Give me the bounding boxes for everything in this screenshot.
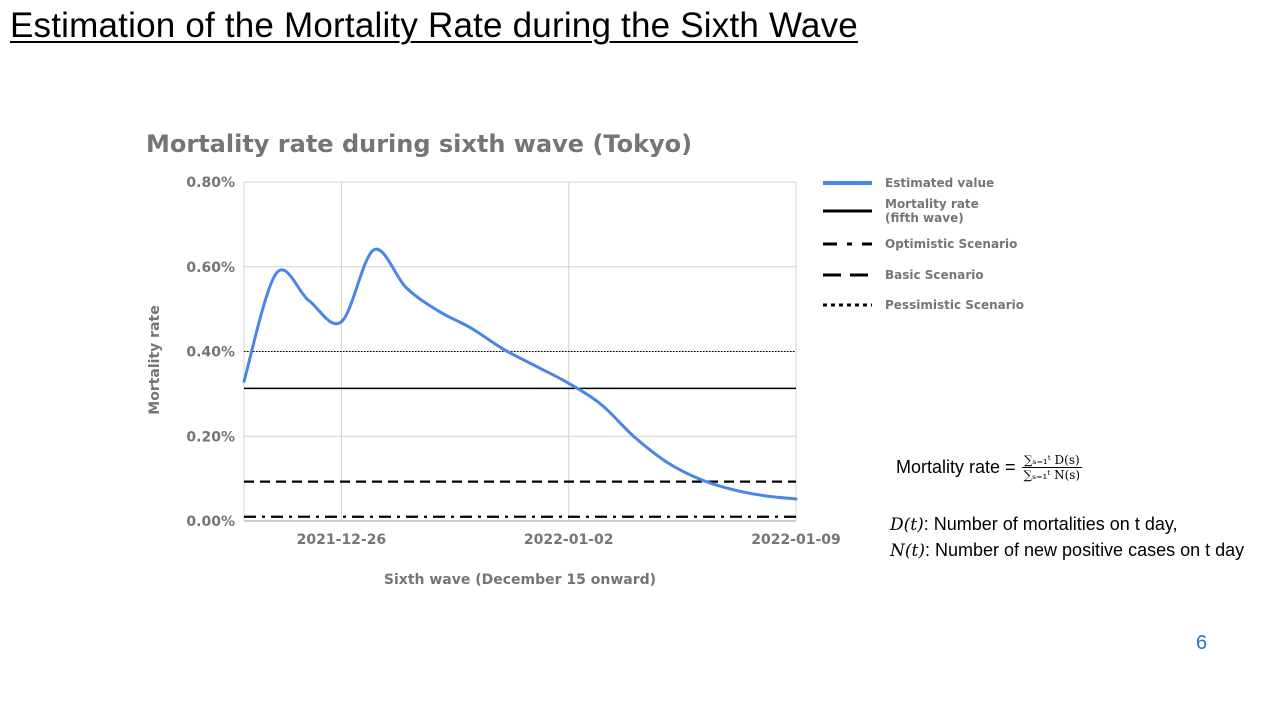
y-tick-label: 0.00% [186,514,235,530]
y-tick-label: 0.40% [186,345,235,361]
variable-definitions: D(t): Number of mortalities on t day, N(… [890,512,1260,564]
y-tick-label: 0.60% [186,260,235,276]
page-number: 6 [1196,632,1208,654]
x-tick-label: 2022-01-02 [524,532,614,548]
y-tick-label: 0.80% [186,175,235,191]
definition-d: D(t): Number of mortalities on t day, [890,512,1260,538]
formula-numerator: ∑ₛ₌₁ᵗ D(s) [1021,452,1082,468]
legend-label-mortality-rate-fifth-wave: Mortality rate (fifth wave) [885,197,979,225]
chart-legend: Estimated value Mortality rate (fifth wave… [823,176,1024,312]
definition-d-text: : Number of mortalities on t day, [923,514,1178,534]
legend-label-estimated-value: Estimated value [885,176,994,190]
series-line-estimated-value [242,247,798,501]
legend-label-basic-scenario: Basic Scenario [885,268,984,282]
x-axis-ticks: 2021-12-26 2022-01-02 2022-01-09 [297,532,841,548]
definition-d-symbol: D(t) [890,515,924,535]
definition-n: N(t): Number of new positive cases on t … [890,538,1260,564]
x-tick-label: 2022-01-09 [751,532,841,548]
definition-n-text: : Number of new positive cases on t day [924,540,1245,560]
y-axis-label: Mortality rate [147,305,163,414]
legend-label-optimistic-scenario: Optimistic Scenario [885,237,1017,251]
chart-series [242,247,798,518]
chart-title: Mortality rate during sixth wave (Tokyo) [146,130,692,158]
y-tick-label: 0.20% [186,429,235,445]
y-axis-ticks: 0.00% 0.20% 0.40% 0.60% 0.80% [186,175,235,530]
formula-denominator: ∑ₛ₌₁ᵗ N(s) [1023,467,1081,482]
formula-lhs: Mortality rate = [896,456,1016,477]
mortality-formula: Mortality rate = ∑ₛ₌₁ᵗ D(s) ∑ₛ₌₁ᵗ N(s) [896,444,1196,490]
slide-title: Estimation of the Mortality Rate during … [10,6,858,45]
formula-fraction: ∑ₛ₌₁ᵗ D(s) ∑ₛ₌₁ᵗ N(s) [1021,452,1083,482]
definition-n-symbol: N(t) [890,541,925,561]
x-axis-label: Sixth wave (December 15 onward) [384,572,656,588]
legend-label-pessimistic-scenario: Pessimistic Scenario [885,298,1024,312]
x-tick-label: 2021-12-26 [297,532,387,548]
